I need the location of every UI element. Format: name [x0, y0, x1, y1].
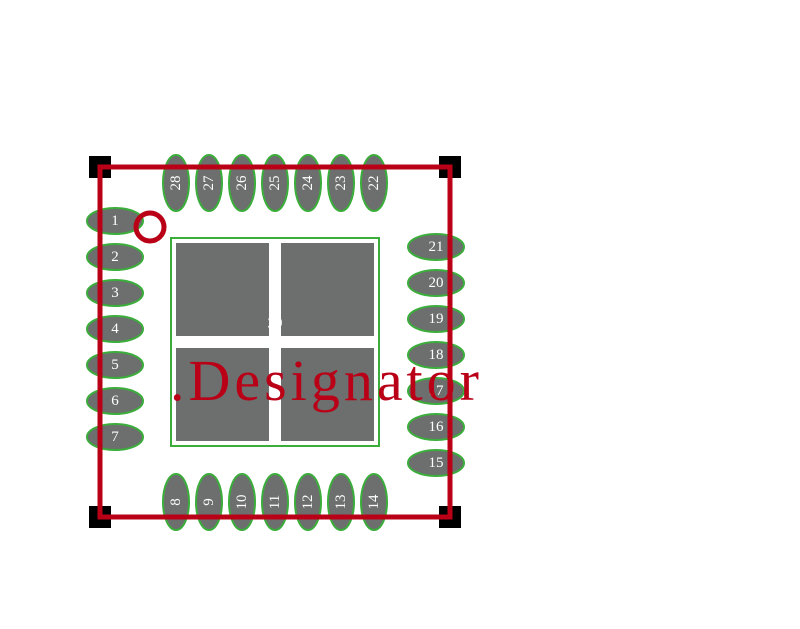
pad-label: 27	[201, 175, 217, 191]
pad-label: 24	[300, 175, 316, 191]
pad-right: 19	[408, 306, 464, 332]
center-pad-quadrant	[281, 243, 374, 336]
pad-label: 13	[333, 495, 349, 510]
pad-left: 2	[87, 244, 143, 270]
pad-bottom: 10	[229, 474, 255, 530]
pad-label: 2	[111, 249, 119, 265]
pad-label: 8	[168, 498, 184, 506]
pad-label: 20	[429, 275, 444, 291]
pad-label: 1	[111, 213, 119, 229]
package-outline	[100, 167, 450, 517]
pad-bottom: 12	[295, 474, 321, 530]
pad-right: 21	[408, 234, 464, 260]
pad-left: 6	[87, 388, 143, 414]
pad-left: 5	[87, 352, 143, 378]
pad-right: 20	[408, 270, 464, 296]
pad-label: 4	[111, 321, 119, 337]
pad-top: 24	[295, 155, 321, 211]
pad-label: 28	[168, 176, 184, 191]
pad-left: 7	[87, 424, 143, 450]
pad-label: 3	[111, 285, 119, 301]
qfn-footprint-canvas: 2912345678910111213141516171819202122232…	[0, 0, 800, 629]
pad-top: 28	[163, 155, 189, 211]
pad-left: 4	[87, 316, 143, 342]
pad-label: 21	[429, 239, 444, 255]
pad-top: 22	[361, 155, 387, 211]
center-pad-quadrant	[176, 243, 269, 336]
pad-label: 15	[429, 455, 444, 471]
pad-label: 6	[111, 393, 119, 409]
pad-label: 19	[429, 311, 444, 327]
pad-left: 3	[87, 280, 143, 306]
pad-top: 25	[262, 155, 288, 211]
center-pad-label: 29	[268, 315, 283, 331]
pad-label: 10	[234, 495, 250, 510]
pad-top: 27	[196, 155, 222, 211]
pad-bottom: 14	[361, 474, 387, 530]
designator-text: .Designator	[170, 348, 483, 413]
pad-label: 26	[234, 175, 250, 191]
pad-right: 15	[408, 450, 464, 476]
pad-bottom: 11	[262, 474, 288, 530]
pad-label: 12	[300, 495, 316, 510]
pad-top: 23	[328, 155, 354, 211]
pad-label: 22	[366, 176, 382, 191]
pad-bottom: 13	[328, 474, 354, 530]
pad-label: 5	[111, 357, 119, 373]
pad-label: 25	[267, 176, 283, 191]
pad-bottom: 8	[163, 474, 189, 530]
pad-right: 16	[408, 414, 464, 440]
pad-label: 9	[201, 498, 217, 506]
pad-top: 26	[229, 155, 255, 211]
pad-label: 7	[111, 429, 119, 445]
pad-bottom: 9	[196, 474, 222, 530]
pad-label: 11	[267, 495, 283, 509]
pad-label: 14	[366, 494, 382, 510]
pad-label: 16	[429, 419, 445, 435]
pad-label: 23	[333, 176, 349, 191]
